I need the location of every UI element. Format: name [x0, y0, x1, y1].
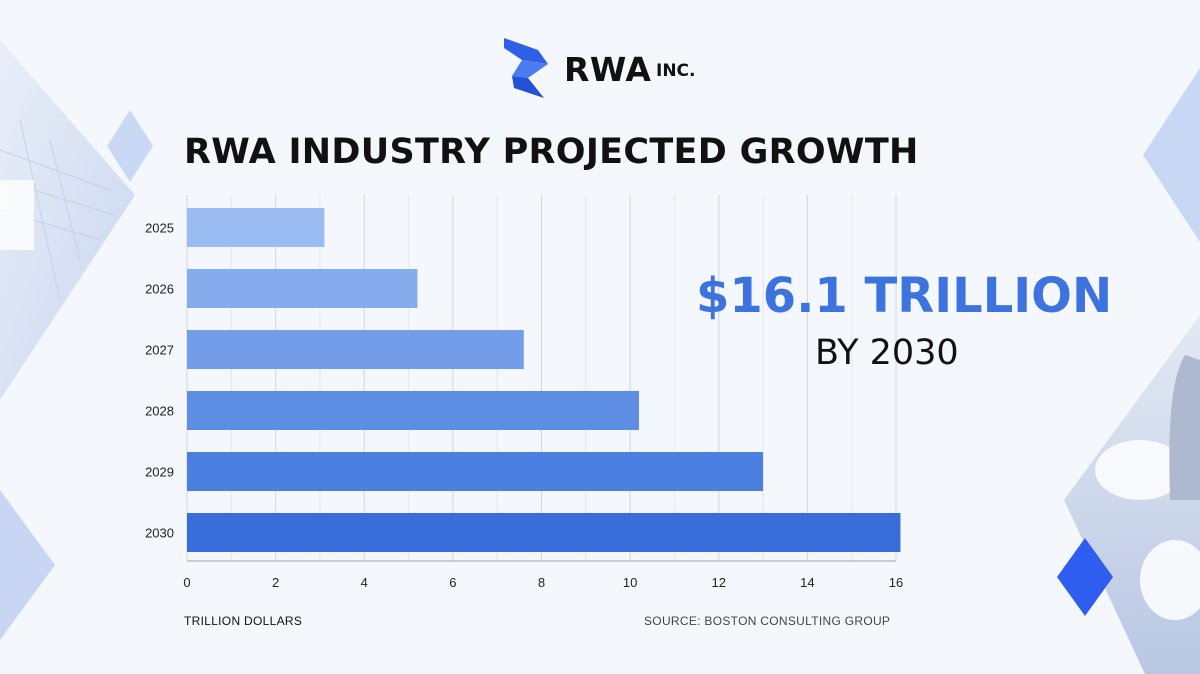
left-image-panel: [0, 40, 135, 400]
callout-subtitle: BY 2030: [815, 333, 959, 373]
callout-value: $16.1 TRILLION: [696, 268, 1113, 324]
source-label: SOURCE: BOSTON CONSULTING GROUP: [644, 614, 891, 628]
chart-category-labels: 2025 2026 2027 2028 2029 2030: [145, 221, 174, 541]
x-tick-label: 6: [449, 575, 456, 590]
x-tick-label: 12: [712, 575, 726, 590]
brand-logo: RWA INC.: [500, 36, 740, 102]
rocket-icon: [1169, 355, 1200, 500]
brand-suffix: INC.: [656, 61, 696, 81]
bar-2028: [187, 391, 639, 430]
chart-title: RWA INDUSTRY PROJECTED GROWTH: [184, 132, 919, 172]
chart-gridlines: [186, 195, 897, 562]
brand-name: RWA: [564, 50, 652, 89]
bar-2026: [187, 269, 418, 308]
category-label-2029: 2029: [145, 465, 174, 480]
chart-bars: [187, 208, 901, 552]
category-label-2025: 2025: [145, 221, 174, 236]
bar-2025: [187, 208, 325, 247]
left-bottom-diamond: [0, 490, 55, 640]
x-tick-label: 2: [272, 575, 279, 590]
category-label-2030: 2030: [145, 526, 174, 541]
bar-2030: [187, 513, 901, 552]
x-tick-label: 8: [538, 575, 545, 590]
chart-x-tick-labels: 0 2 4 6 8 10 12 14 16: [183, 575, 903, 590]
rwa-logo-icon: [504, 38, 548, 98]
right-top-diamond: [1143, 68, 1200, 242]
x-axis-unit-label: TRILLION DOLLARS: [184, 614, 303, 628]
category-label-2027: 2027: [145, 343, 174, 358]
x-tick-label: 16: [889, 575, 903, 590]
x-tick-label: 0: [183, 575, 190, 590]
category-label-2028: 2028: [145, 404, 174, 419]
x-tick-label: 10: [623, 575, 637, 590]
x-tick-label: 4: [361, 575, 368, 590]
left-diamond-small: [107, 110, 153, 182]
bar-2027: [187, 330, 524, 369]
x-tick-label: 14: [800, 575, 814, 590]
right-diamond-blue: [1057, 538, 1113, 616]
bar-2029: [187, 452, 764, 491]
category-label-2026: 2026: [145, 282, 174, 297]
